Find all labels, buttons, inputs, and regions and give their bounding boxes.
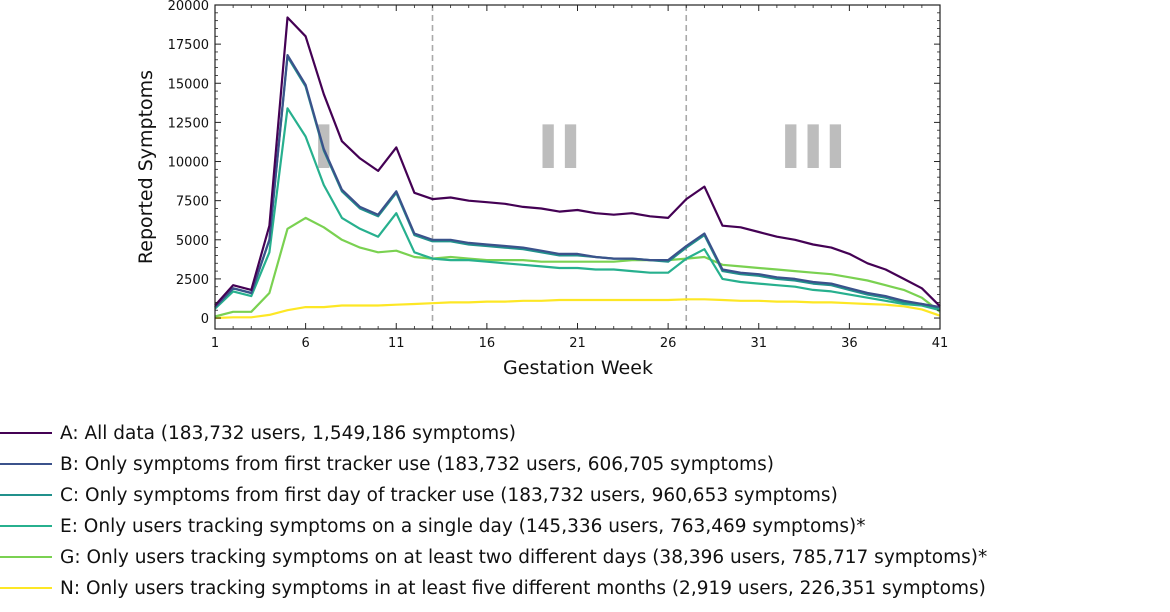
y-tick-label: 10000 — [168, 156, 209, 171]
series-line-g — [214, 216, 941, 318]
legend-label: E: Only users tracking symptoms on a sin… — [60, 515, 866, 537]
y-tick-label: 5000 — [176, 234, 209, 249]
legend-swatch — [0, 556, 52, 558]
legend-item-g: G: Only users tracking symptoms on at le… — [0, 544, 987, 570]
x-tick-label: 11 — [388, 336, 405, 351]
legend-swatch — [0, 587, 52, 589]
legend-swatch — [0, 525, 52, 527]
legend-label: A: All data (183,732 users, 1,549,186 sy… — [60, 422, 516, 444]
y-tick-label: 12500 — [168, 116, 209, 131]
chart-area: I II III 025005000750010000125001500017500… — [135, 0, 949, 379]
trimester-label-3: III — [780, 113, 847, 183]
y-tick-label: 17500 — [168, 38, 209, 53]
legend-item-c: C: Only symptoms from first day of track… — [0, 482, 838, 508]
x-axis-label: Gestation Week — [503, 357, 653, 379]
legend-item-b: B: Only symptoms from first tracker use … — [0, 451, 774, 477]
series-line-a — [214, 16, 941, 308]
legend-label: C: Only symptoms from first day of track… — [60, 484, 838, 506]
x-tick-label: 31 — [750, 336, 767, 351]
x-tick-label: 1 — [211, 336, 219, 351]
x-tick-label: 26 — [660, 336, 677, 351]
legend-item-a: A: All data (183,732 users, 1,549,186 sy… — [0, 420, 516, 446]
x-tick-label: 36 — [841, 336, 858, 351]
y-tick-label: 0 — [201, 312, 209, 327]
x-tick-label: 41 — [932, 336, 949, 351]
legend-swatch — [0, 432, 52, 434]
series-line-n — [214, 298, 941, 320]
legend-label: N: Only users tracking symptoms in at le… — [60, 577, 986, 599]
legend-label: G: Only users tracking symptoms on at le… — [60, 546, 988, 568]
y-tick-label: 15000 — [168, 77, 209, 92]
series-line-b — [214, 53, 941, 309]
y-tick-label: 2500 — [176, 273, 209, 288]
trimester-label-2: II — [537, 113, 582, 183]
y-tick-label: 7500 — [176, 195, 209, 210]
series-line-e — [214, 107, 941, 312]
y-tick-label: 20000 — [168, 0, 209, 14]
legend-item-e: E: Only users tracking symptoms on a sin… — [0, 513, 865, 539]
legend-swatch — [0, 463, 52, 465]
legend-item-n: N: Only users tracking symptoms in at le… — [0, 575, 986, 601]
x-tick-label: 6 — [301, 336, 309, 351]
legend-label: B: Only symptoms from first tracker use … — [60, 453, 774, 475]
x-tick-label: 21 — [569, 336, 586, 351]
y-axis-label: Reported Symptoms — [135, 70, 157, 264]
legend-swatch — [0, 494, 52, 496]
x-tick-label: 16 — [479, 336, 496, 351]
